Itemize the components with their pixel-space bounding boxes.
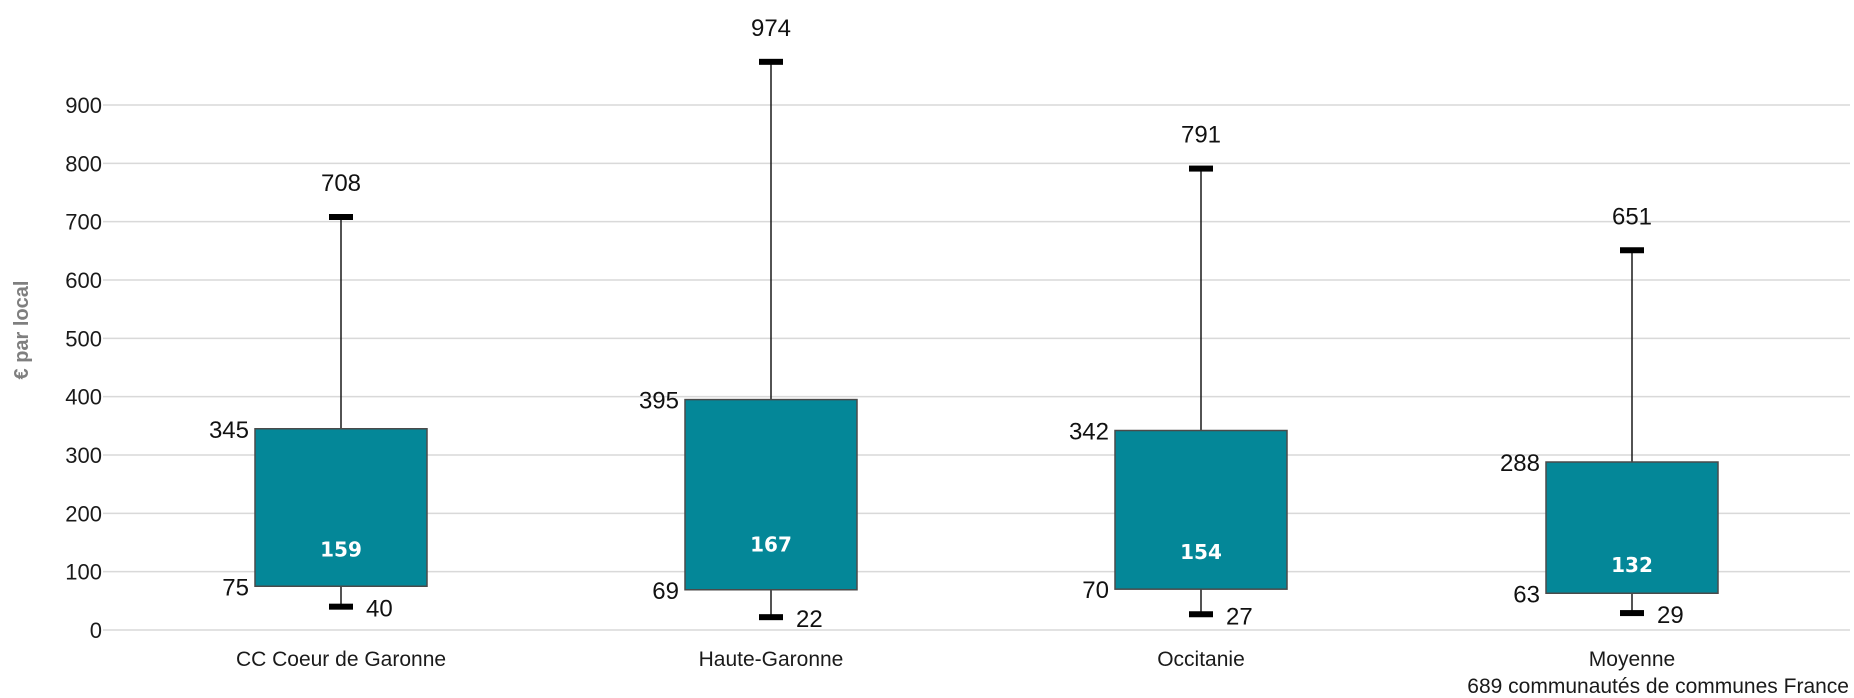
min-cap (1189, 611, 1213, 618)
median-label: 132 (1611, 553, 1653, 577)
category-labels: CC Coeur de Garonne Haute-Garonne Occitani… (236, 648, 1849, 698)
max-label: 651 (1612, 203, 1652, 230)
median-label: 167 (750, 533, 792, 557)
y-tick-label: 600 (65, 268, 102, 293)
min-cap (759, 614, 783, 621)
min-label: 40 (366, 596, 393, 623)
min-cap (329, 603, 353, 610)
min-label: 22 (796, 606, 823, 633)
box (1114, 429, 1288, 590)
y-axis-ticks: 0 100 200 300 400 500 600 700 800 900 (65, 93, 102, 643)
max-cap (329, 214, 353, 220)
y-tick-label: 300 (65, 443, 102, 468)
max-label: 708 (321, 170, 361, 197)
y-tick-label: 700 (65, 210, 102, 235)
q1-label: 75 (222, 574, 249, 601)
min-cap (1620, 610, 1644, 617)
q3-label: 395 (639, 388, 679, 415)
box-group: 651 288 63 29 132 (1500, 203, 1719, 629)
category-label: Haute-Garonne (699, 648, 844, 671)
boxes: 708 345 75 40 159 974 395 69 22 167 791 342 70 27 154 6… (209, 15, 1719, 633)
category-label: Moyenne (1589, 648, 1675, 671)
box (254, 428, 428, 587)
y-tick-label: 0 (90, 618, 102, 643)
box (1545, 461, 1719, 594)
q1-label: 70 (1082, 577, 1109, 604)
y-tick-label: 100 (65, 560, 102, 585)
box-group: 974 395 69 22 167 (639, 15, 858, 633)
max-label: 974 (751, 15, 791, 42)
y-tick-label: 500 (65, 326, 102, 351)
y-tick-label: 900 (65, 93, 102, 118)
q3-label: 342 (1069, 419, 1109, 446)
q1-label: 63 (1513, 581, 1540, 608)
y-axis-label: € par local (11, 281, 33, 380)
box-group: 708 345 75 40 159 (209, 170, 428, 623)
median-label: 154 (1180, 540, 1222, 564)
box (684, 398, 858, 591)
max-cap (1620, 247, 1644, 254)
y-tick-label: 400 (65, 385, 102, 410)
box-group: 791 342 70 27 154 (1069, 122, 1288, 630)
category-label: Occitanie (1157, 648, 1245, 671)
y-tick-label: 800 (65, 151, 102, 176)
min-label: 29 (1657, 602, 1684, 629)
max-cap (759, 58, 783, 65)
q3-label: 288 (1500, 450, 1540, 477)
q3-label: 345 (209, 417, 249, 444)
y-tick-label: 200 (65, 501, 102, 526)
q1-label: 69 (652, 578, 679, 605)
max-cap (1189, 165, 1213, 172)
category-label: CC Coeur de Garonne (236, 648, 446, 671)
median-label: 159 (320, 537, 362, 561)
category-label: 689 communautés de communes France (1467, 675, 1849, 698)
max-label: 791 (1181, 122, 1221, 149)
min-label: 27 (1226, 603, 1253, 630)
